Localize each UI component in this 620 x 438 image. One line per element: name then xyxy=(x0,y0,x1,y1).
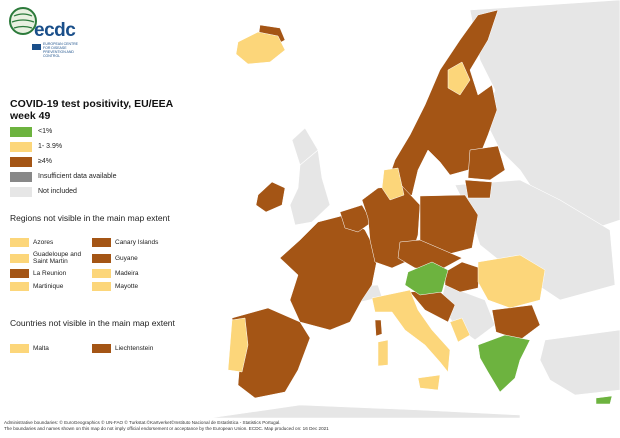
legend-label: Not included xyxy=(38,188,77,195)
region-label: Martinique xyxy=(33,283,64,290)
region-swatch xyxy=(10,238,29,247)
finland-north xyxy=(447,61,471,96)
legend-item: Insufficient data available xyxy=(10,169,116,184)
country-label: Liechtenstein xyxy=(115,345,154,352)
estonia-latvia xyxy=(467,145,506,181)
country-item: Liechtenstein xyxy=(92,344,192,353)
eu-flag-icon xyxy=(32,44,41,50)
scotland xyxy=(291,127,319,166)
greece xyxy=(477,334,531,393)
footer-attribution: Administrative boundaries: © EuroGeograp… xyxy=(4,420,281,425)
north-africa xyxy=(209,404,521,419)
legend-swatch xyxy=(10,141,32,152)
not-included-regions xyxy=(209,0,620,419)
legend-swatch xyxy=(10,186,32,197)
region-swatch xyxy=(92,269,111,278)
country-swatch xyxy=(92,344,111,353)
region-label: Canary Islands xyxy=(115,239,159,246)
legend-label: ≥4% xyxy=(38,158,52,165)
ireland xyxy=(255,181,286,213)
region-swatch xyxy=(92,253,111,263)
portugal xyxy=(227,317,249,373)
legend-label: 1- 3.9% xyxy=(38,143,63,150)
legend: <1% 1- 3.9% ≥4% Insufficient data availa… xyxy=(10,124,116,199)
turkey xyxy=(539,329,620,396)
region-swatch xyxy=(92,238,111,247)
legend-swatch xyxy=(10,156,32,167)
globe-icon xyxy=(9,7,37,35)
region-label: Azores xyxy=(33,239,54,246)
cyprus xyxy=(595,395,613,405)
footer-disclaimer: The boundaries and names shown on this m… xyxy=(4,426,329,431)
belarus-ukraine xyxy=(454,179,616,301)
legend-item: 1- 3.9% xyxy=(10,139,116,154)
region-label: Madeira xyxy=(115,270,139,277)
logo-subtitle: EUROPEAN CENTRE FOR DISEASE PREVENTION A… xyxy=(43,42,79,58)
region-label: Guyane xyxy=(115,254,138,262)
country-swatch xyxy=(10,344,29,353)
legend-label: <1% xyxy=(38,128,53,135)
region-swatch xyxy=(10,269,29,278)
romania xyxy=(477,254,546,309)
high-positivity-regions xyxy=(231,9,541,399)
uk xyxy=(289,149,331,226)
region-label: La Reunion xyxy=(33,270,67,277)
czechia-slovakia xyxy=(397,239,463,271)
region-item: Mayotte xyxy=(92,282,174,291)
country-label: Malta xyxy=(33,345,49,352)
region-swatch xyxy=(10,282,29,291)
region-item: Guadeloupe and Saint Martin xyxy=(10,251,92,265)
legend-item: Not included xyxy=(10,184,116,199)
austria xyxy=(404,261,449,296)
region-swatch xyxy=(92,282,111,291)
regions-heading: Regions not visible in the main map exte… xyxy=(10,213,170,223)
italy xyxy=(371,289,451,373)
legend-item: ≥4% xyxy=(10,154,116,169)
sardinia xyxy=(377,339,389,367)
region-item: Madeira xyxy=(92,269,174,278)
hungary-romania-area xyxy=(444,261,481,293)
map-title: COVID-19 test positivity, EU/EEA week 49 xyxy=(10,98,173,122)
countries-heading: Countries not visible in the main map ex… xyxy=(10,318,175,328)
region-item: La Reunion xyxy=(10,269,92,278)
balkans-mid xyxy=(449,317,471,343)
lithuania xyxy=(464,179,493,199)
region-item: Martinique xyxy=(10,282,92,291)
region-item: Canary Islands xyxy=(92,238,174,247)
low-positivity-regions xyxy=(404,261,613,405)
sicily xyxy=(417,374,441,391)
countries-list: Malta Liechtenstein xyxy=(10,344,192,353)
ecdc-logo: ecdc EUROPEAN CENTRE FOR DISEASE PREVENT… xyxy=(8,6,79,58)
footer: Administrative boundaries: © EuroGeograp… xyxy=(4,420,604,432)
legend-label: Insufficient data available xyxy=(38,173,117,180)
region-label: Mayotte xyxy=(115,283,139,290)
bulgaria xyxy=(491,304,541,341)
region-item: Guyane xyxy=(92,251,174,265)
legend-swatch xyxy=(10,171,32,182)
denmark xyxy=(381,167,405,201)
region-swatch xyxy=(10,253,29,263)
legend-item: <1% xyxy=(10,124,116,139)
benelux xyxy=(339,204,373,233)
region-label: Guadeloupe and Saint Martin xyxy=(33,251,82,265)
iceland xyxy=(235,31,286,65)
mid-positivity-regions xyxy=(227,31,546,391)
corsica xyxy=(374,319,383,337)
regions-list: Azores Canary Islands Guadeloupe and Sai… xyxy=(10,238,174,291)
logo-text: ecdc xyxy=(34,20,76,41)
france xyxy=(279,214,379,331)
region-item: Azores xyxy=(10,238,92,247)
legend-swatch xyxy=(10,126,32,137)
country-item: Malta xyxy=(10,344,92,353)
